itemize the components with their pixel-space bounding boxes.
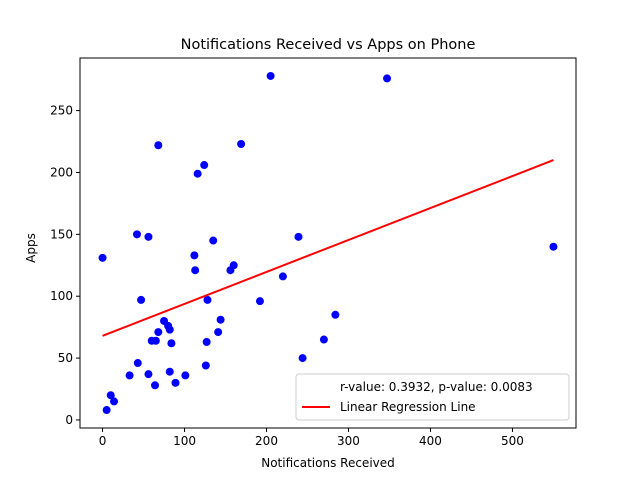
data-point-3 xyxy=(110,397,119,406)
y-axis-label: Apps xyxy=(24,233,38,263)
legend-label-stats: r-value: 0.3932, p-value: 0.0083 xyxy=(340,380,533,394)
regression-line xyxy=(102,159,554,337)
data-point-14 xyxy=(154,328,163,337)
data-point-12 xyxy=(151,336,160,345)
data-point-1 xyxy=(102,406,111,415)
data-point-29 xyxy=(209,236,218,245)
data-point-8 xyxy=(144,232,153,241)
data-point-31 xyxy=(216,315,225,324)
y-tick-label-250: 250 xyxy=(50,104,73,118)
y-axis: 0 50 100 150 200 250 xyxy=(50,104,80,427)
data-point-39 xyxy=(298,354,307,363)
data-point-24 xyxy=(193,169,202,178)
data-point-36 xyxy=(266,71,275,80)
data-point-18 xyxy=(165,367,174,376)
data-point-40 xyxy=(319,335,328,344)
plot-area xyxy=(79,57,577,429)
data-point-4 xyxy=(125,371,134,380)
data-point-27 xyxy=(202,337,211,346)
data-point-11 xyxy=(151,381,160,390)
data-point-17 xyxy=(165,325,174,334)
y-tick-label-100: 100 xyxy=(50,289,73,303)
chart-title: Notifications Received vs Apps on Phone xyxy=(181,37,476,53)
data-point-9 xyxy=(144,370,153,379)
y-tick-label-50: 50 xyxy=(58,351,73,365)
plot-frame xyxy=(79,57,577,429)
x-tick-label-100: 100 xyxy=(173,434,196,448)
data-point-43 xyxy=(549,242,558,251)
x-axis: 0 100 200 300 400 500 xyxy=(99,428,524,448)
legend: r-value: 0.3932, p-value: 0.0083 Linear … xyxy=(295,373,570,421)
data-point-28 xyxy=(203,295,212,304)
data-point-37 xyxy=(278,272,287,281)
data-point-33 xyxy=(229,261,238,270)
x-tick-label-200: 200 xyxy=(255,434,278,448)
x-tick-label-0: 0 xyxy=(99,434,107,448)
data-point-26 xyxy=(201,361,210,370)
y-tick-label-150: 150 xyxy=(50,227,73,241)
x-tick-label-500: 500 xyxy=(501,434,524,448)
legend-label-regression-line: Linear Regression Line xyxy=(340,400,476,414)
data-point-23 xyxy=(191,266,200,275)
data-point-7 xyxy=(137,295,146,304)
data-point-13 xyxy=(154,141,163,150)
data-point-20 xyxy=(171,378,180,387)
data-point-19 xyxy=(167,339,176,348)
data-point-5 xyxy=(132,230,141,239)
data-point-42 xyxy=(383,74,392,83)
data-point-21 xyxy=(181,371,190,380)
data-point-34 xyxy=(237,140,246,149)
data-point-6 xyxy=(133,359,142,368)
legend-box xyxy=(295,373,570,421)
x-tick-label-400: 400 xyxy=(419,434,442,448)
data-point-35 xyxy=(255,297,264,306)
data-point-22 xyxy=(190,251,199,260)
x-tick-label-300: 300 xyxy=(337,434,360,448)
x-axis-label: Notifications Received xyxy=(261,456,395,470)
y-tick-label-200: 200 xyxy=(50,165,73,179)
y-tick-label-0: 0 xyxy=(65,413,73,427)
data-point-30 xyxy=(214,328,223,337)
data-point-2 xyxy=(106,391,115,400)
data-point-25 xyxy=(200,161,209,170)
data-point-41 xyxy=(331,310,340,319)
data-point-38 xyxy=(294,232,303,241)
data-point-0 xyxy=(98,253,107,262)
